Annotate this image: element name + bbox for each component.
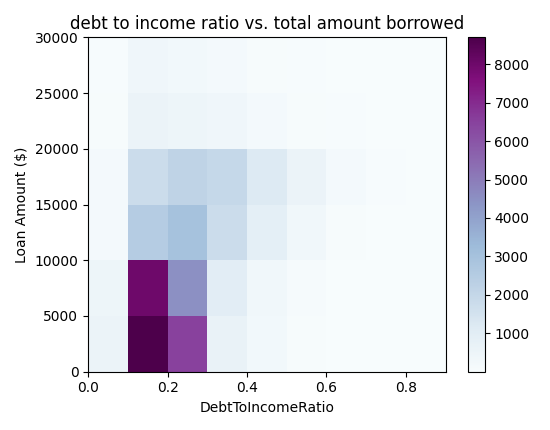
X-axis label: DebtToIncomeRatio: DebtToIncomeRatio — [200, 401, 334, 415]
Title: debt to income ratio vs. total amount borrowed: debt to income ratio vs. total amount bo… — [70, 15, 464, 33]
Y-axis label: Loan Amount ($): Loan Amount ($) — [15, 146, 29, 263]
